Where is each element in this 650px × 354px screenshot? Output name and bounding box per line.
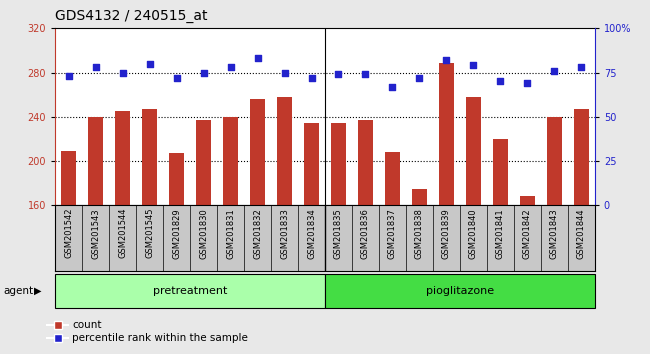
Text: GSM201544: GSM201544 (118, 208, 127, 258)
Text: GSM201545: GSM201545 (145, 208, 154, 258)
Text: GSM201837: GSM201837 (388, 208, 397, 259)
Bar (196, 120, 211, 205)
Text: GSM201543: GSM201543 (91, 208, 100, 258)
Point (360, 72, 370, 77)
FancyBboxPatch shape (55, 274, 325, 308)
Point (414, 75, 424, 81)
Text: pretreatment: pretreatment (153, 286, 228, 296)
Point (64, 73, 74, 79)
Text: GSM201839: GSM201839 (442, 208, 451, 259)
Bar (358, 120, 373, 205)
Text: GSM201829: GSM201829 (172, 208, 181, 258)
Text: ▶: ▶ (34, 286, 42, 296)
Point (549, 68, 560, 74)
Bar (277, 97, 292, 205)
Point (522, 80, 532, 86)
Text: GSM201835: GSM201835 (334, 208, 343, 259)
Bar (61, 151, 76, 205)
Bar (88, 117, 103, 205)
Bar (439, 63, 454, 205)
Point (90, 64, 101, 70)
Text: GSM201841: GSM201841 (496, 208, 505, 258)
FancyBboxPatch shape (325, 274, 595, 308)
Bar (466, 97, 481, 205)
Text: GSM201542: GSM201542 (64, 208, 73, 258)
Text: GSM201842: GSM201842 (523, 208, 532, 258)
Point (226, 64, 236, 70)
Bar (331, 124, 346, 205)
Point (441, 57, 452, 63)
Text: GSM201838: GSM201838 (415, 208, 424, 259)
Bar (412, 189, 427, 205)
Bar (115, 111, 130, 205)
Text: GSM201830: GSM201830 (199, 208, 208, 259)
Bar (493, 139, 508, 205)
Text: GSM201834: GSM201834 (307, 208, 316, 259)
Bar (142, 109, 157, 205)
Bar (250, 99, 265, 205)
Bar (547, 117, 562, 205)
Point (333, 72, 344, 77)
Point (280, 70, 290, 75)
Point (495, 79, 506, 84)
Legend: count, percentile rank within the sample: count, percentile rank within the sample (47, 320, 248, 343)
Text: GSM201832: GSM201832 (253, 208, 262, 259)
Text: GSM201844: GSM201844 (577, 208, 586, 258)
Text: GSM201840: GSM201840 (469, 208, 478, 258)
Bar (223, 117, 238, 205)
Point (387, 84, 398, 90)
Text: GSM201843: GSM201843 (550, 208, 559, 259)
Point (252, 56, 263, 61)
Text: GSM201833: GSM201833 (280, 208, 289, 259)
Text: GDS4132 / 240515_at: GDS4132 / 240515_at (55, 9, 208, 23)
Point (144, 61, 155, 67)
Point (118, 70, 128, 75)
Point (576, 64, 586, 70)
Point (468, 63, 478, 68)
Text: GSM201831: GSM201831 (226, 208, 235, 259)
Text: GSM201836: GSM201836 (361, 208, 370, 259)
Bar (574, 109, 589, 205)
Bar (520, 196, 535, 205)
Bar (385, 152, 400, 205)
Bar (169, 153, 184, 205)
Point (306, 75, 317, 81)
Point (172, 75, 182, 81)
Bar (304, 124, 319, 205)
Text: pioglitazone: pioglitazone (426, 286, 494, 296)
Text: agent: agent (3, 286, 33, 296)
Point (198, 70, 209, 75)
